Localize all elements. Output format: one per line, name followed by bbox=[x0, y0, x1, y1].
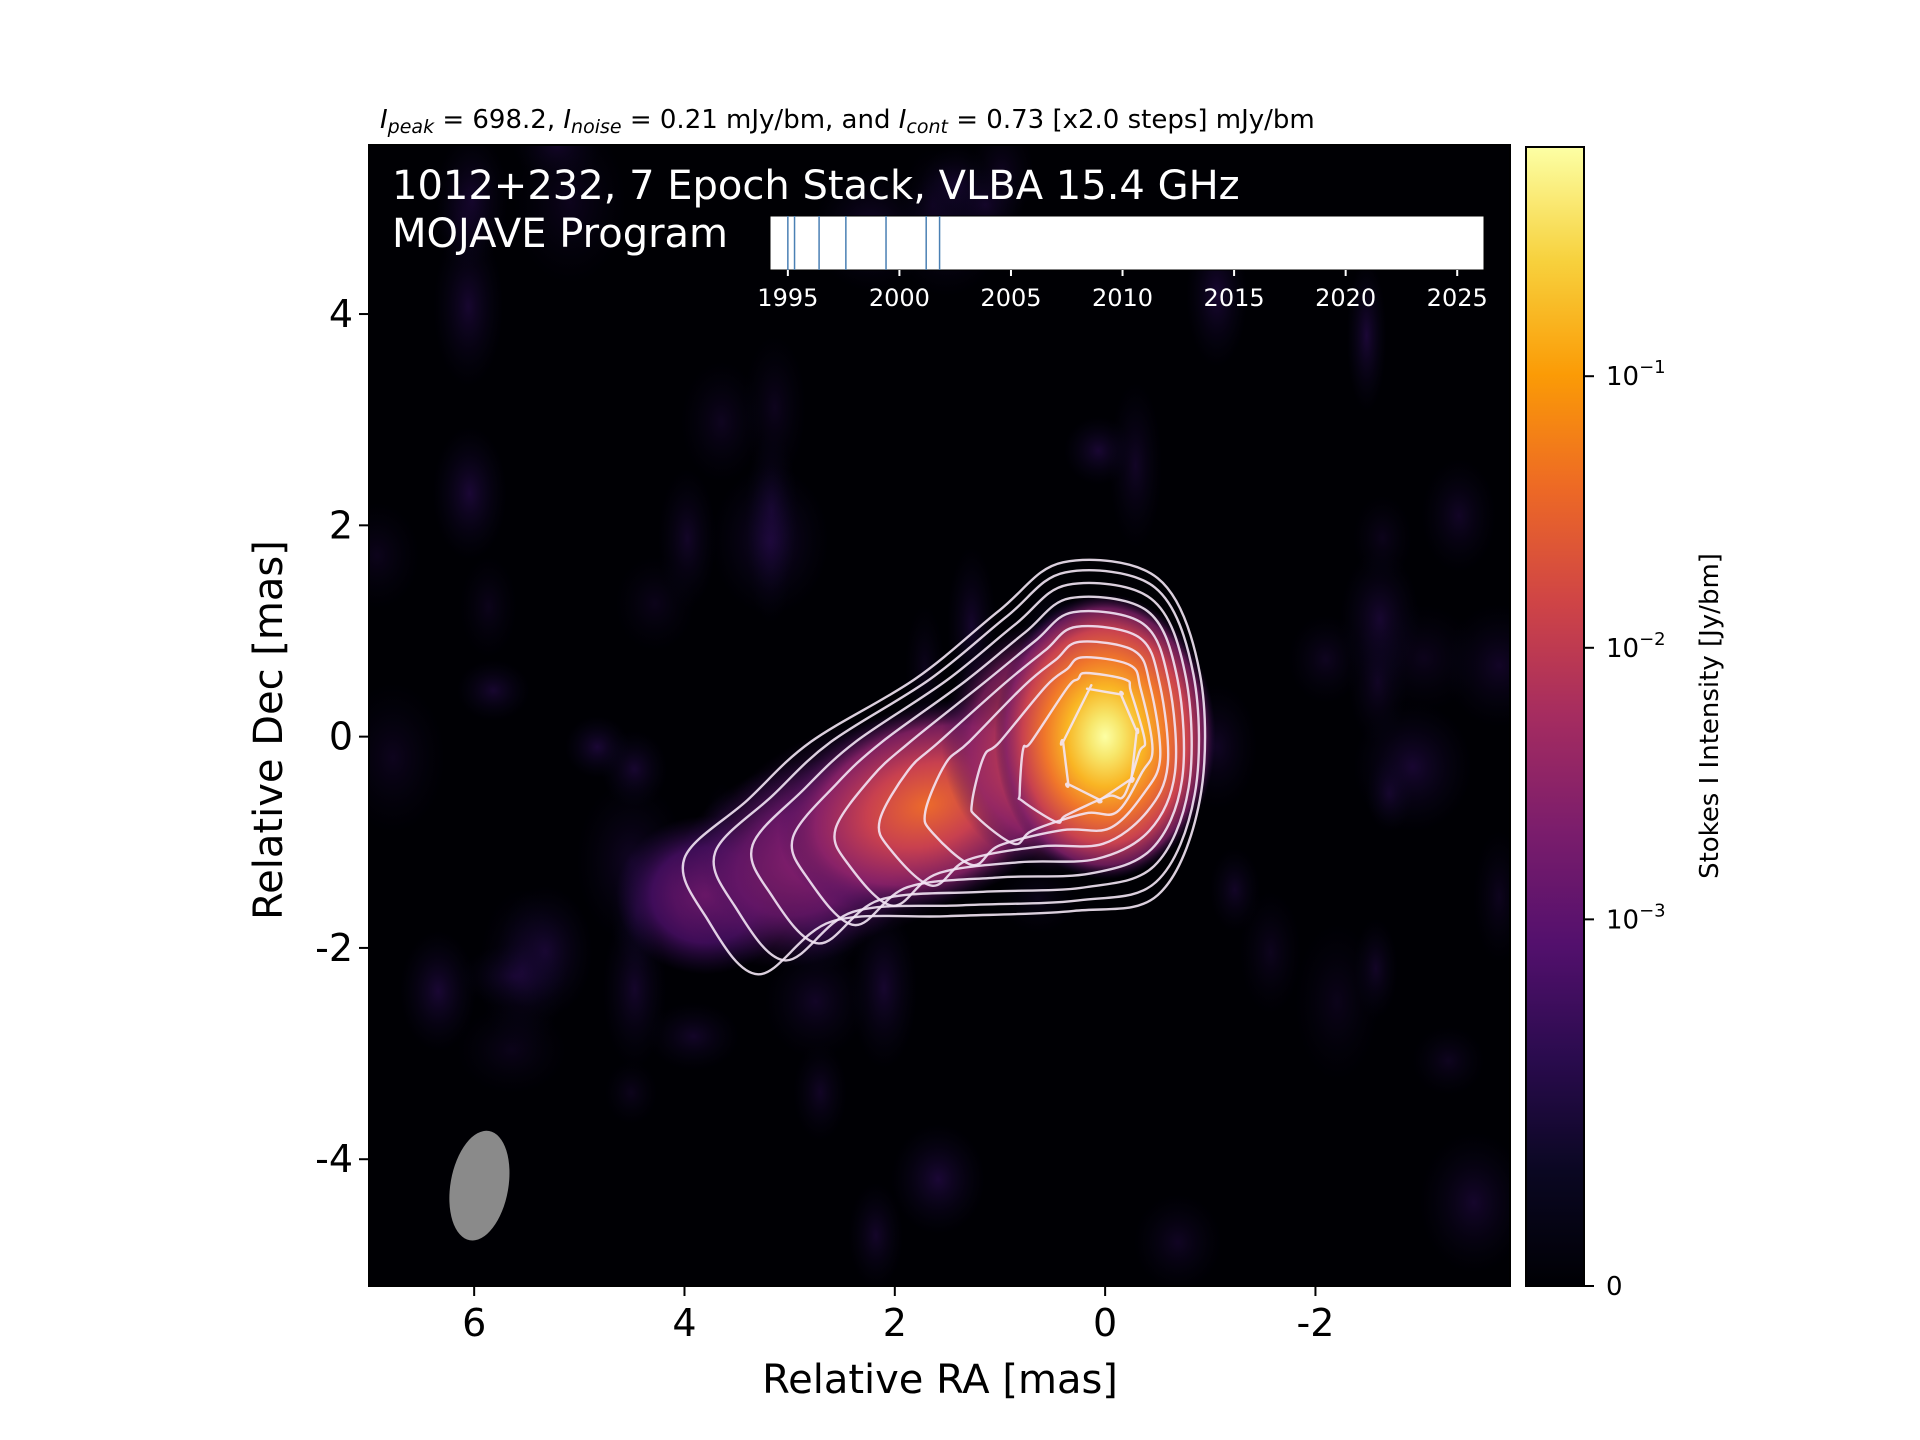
overlay-title-line1: 1012+232, 7 Epoch Stack, VLBA 15.4 GHz bbox=[392, 163, 1240, 209]
contour-line bbox=[1017, 671, 1147, 824]
intensity-header: Ipeak = 698.2, Inoise = 0.21 mJy/bm, and… bbox=[380, 105, 1315, 138]
noise-blob bbox=[658, 468, 717, 609]
epoch-tick-label: 2005 bbox=[980, 284, 1041, 312]
noise-blob bbox=[891, 1123, 986, 1235]
noise-blob bbox=[850, 906, 918, 1070]
noise-blob bbox=[1365, 754, 1413, 833]
noise-blob bbox=[399, 930, 477, 1052]
header-part: peak bbox=[387, 116, 435, 138]
epoch-timeline-ticks: 1995 2000 2005 2010 2015 2020 2025 bbox=[757, 270, 1488, 312]
overlay-title-line2: MOJAVE Program bbox=[392, 211, 728, 257]
epoch-tick-label: 2010 bbox=[1092, 284, 1153, 312]
noise-blob bbox=[604, 1060, 658, 1125]
noise-blob bbox=[433, 225, 504, 388]
header-part: = 0.21 mJy/bm, and bbox=[622, 105, 899, 135]
x-axis-label: Relative RA [mas] bbox=[762, 1357, 1118, 1403]
noise-blob bbox=[564, 715, 630, 779]
epoch-tick-label: 2020 bbox=[1315, 284, 1376, 312]
noise-blob bbox=[848, 1182, 904, 1286]
noise-blob bbox=[512, 145, 628, 286]
colorbar-ticks: 0 10−3 10−2 10−1 bbox=[1584, 357, 1666, 1302]
contour-line bbox=[750, 581, 1193, 945]
noise-blob bbox=[1133, 1193, 1223, 1286]
y-axis-label: Relative Dec [mas] bbox=[246, 540, 292, 920]
epoch-tick-label: 2000 bbox=[869, 284, 930, 312]
y-axis-ticks: 4 2 0 -2 -4 bbox=[315, 292, 369, 1181]
noise-blob bbox=[456, 659, 531, 721]
header-part: I bbox=[380, 105, 388, 135]
y-tick-label: 0 bbox=[329, 715, 353, 759]
y-tick-label: 2 bbox=[329, 503, 353, 547]
noise-blob bbox=[680, 360, 763, 484]
contour-line bbox=[923, 640, 1162, 867]
header-part: I bbox=[899, 105, 907, 135]
epoch-tick-label: 1995 bbox=[757, 284, 818, 312]
x-tick-label: 0 bbox=[1093, 1301, 1117, 1345]
colorbar-tick-label: 10−3 bbox=[1606, 900, 1666, 935]
noise-blob bbox=[432, 426, 508, 561]
noise-blob bbox=[764, 943, 867, 1060]
x-tick-label: 6 bbox=[462, 1301, 486, 1345]
noise-blob bbox=[1239, 890, 1302, 1015]
noise-blob bbox=[478, 887, 566, 1055]
colorbar-fill bbox=[1525, 146, 1585, 1287]
colorbar-tick-label: 10−1 bbox=[1606, 357, 1666, 392]
contour-line bbox=[1059, 684, 1140, 804]
header-part: = 698.2, bbox=[434, 105, 563, 135]
noise-blob bbox=[1472, 829, 1510, 964]
noise-blob bbox=[711, 465, 830, 616]
header-part: = 0.73 [x2.0 steps] mJy/bm bbox=[948, 105, 1315, 135]
contour-line bbox=[877, 624, 1170, 887]
contour-line bbox=[790, 595, 1186, 927]
noise-blob bbox=[1294, 921, 1380, 1083]
contour-layer bbox=[681, 558, 1207, 976]
plot-frame bbox=[368, 144, 1511, 1287]
noise-blob bbox=[1346, 259, 1387, 413]
epoch-markers bbox=[787, 216, 941, 270]
noise-blob bbox=[647, 1002, 740, 1071]
x-axis-ticks: 6 4 2 0 -2 bbox=[462, 1286, 1334, 1345]
noise-blob bbox=[1419, 1131, 1510, 1274]
noise-blob bbox=[369, 501, 421, 610]
epoch-tick-label: 2015 bbox=[1204, 284, 1265, 312]
noise-blob bbox=[1411, 1026, 1485, 1096]
x-tick-label: 2 bbox=[883, 1301, 907, 1345]
noise-blob bbox=[1108, 381, 1163, 550]
epoch-timeline-box bbox=[769, 215, 1485, 271]
noise-blob bbox=[793, 1043, 848, 1142]
colorbar-tick-label: 10−2 bbox=[1606, 629, 1666, 664]
header-part: I bbox=[563, 105, 571, 135]
y-tick-label: 4 bbox=[329, 292, 353, 336]
colorbar: 0 10−3 10−2 10−1 Stokes I Intensity [Jy/bm] bbox=[1525, 146, 1725, 1302]
noise-blob bbox=[369, 681, 447, 835]
contour-line bbox=[712, 569, 1201, 962]
header-part: noise bbox=[571, 116, 622, 138]
noise-blob bbox=[1421, 458, 1497, 574]
noise-blob bbox=[998, 863, 1078, 935]
beam-ellipse bbox=[449, 1130, 510, 1241]
y-tick-label: -4 bbox=[315, 1137, 353, 1181]
image-panel: 1012+232, 7 Epoch Stack, VLBA 15.4 GHz M… bbox=[368, 144, 1511, 1287]
noise-blob bbox=[1369, 604, 1479, 713]
colorbar-label: Stokes I Intensity [Jy/bm] bbox=[1695, 553, 1725, 879]
noise-blob bbox=[1352, 494, 1413, 582]
contour-line bbox=[681, 558, 1207, 976]
colorbar-tick-label: 0 bbox=[1606, 1272, 1623, 1302]
epoch-timeline: 1995 2000 2005 2010 2015 2020 2025 bbox=[757, 215, 1488, 312]
x-tick-label: -2 bbox=[1297, 1301, 1335, 1345]
noise-blob bbox=[904, 604, 946, 733]
noise-blob bbox=[1063, 416, 1133, 485]
x-tick-label: 4 bbox=[672, 1301, 696, 1345]
header-part: cont bbox=[906, 116, 949, 138]
noise-blob bbox=[511, 145, 602, 181]
noise-blob bbox=[459, 555, 518, 659]
y-tick-label: -2 bbox=[315, 926, 353, 970]
epoch-tick-label: 2025 bbox=[1427, 284, 1488, 312]
